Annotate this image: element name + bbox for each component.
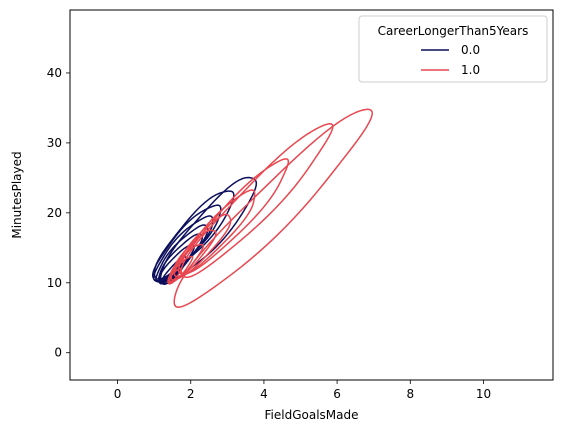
y-tick-label: 30 [47, 136, 62, 150]
contour-series-1-level-5 [173, 189, 256, 278]
y-tick-label: 10 [47, 276, 62, 290]
x-tick-label: 4 [260, 387, 268, 401]
legend-label-series-1: 1.0 [461, 63, 480, 77]
y-axis: 0 10 20 30 40 [47, 66, 70, 360]
x-axis-label: FieldGoalsMade [265, 408, 359, 422]
contour-series-1-level-8 [173, 108, 373, 308]
contour-series-0-level-7 [153, 190, 235, 280]
contour-layer [151, 108, 373, 308]
x-tick-label: 8 [406, 387, 414, 401]
x-tick-label: 2 [187, 387, 195, 401]
x-tick-label: 6 [333, 387, 341, 401]
y-tick-label: 20 [47, 206, 62, 220]
legend: CareerLongerThan5Years 0.0 1.0 [358, 15, 548, 83]
x-axis: 0 2 4 6 8 10 [114, 380, 491, 401]
x-tick-label: 0 [114, 387, 122, 401]
y-axis-label: MinutesPlayed [10, 151, 24, 238]
y-tick-label: 0 [54, 346, 62, 360]
legend-box [358, 15, 548, 83]
x-tick-label: 10 [476, 387, 491, 401]
contour-series-0-level-6 [151, 204, 222, 282]
legend-label-series-0: 0.0 [461, 43, 480, 57]
legend-title: CareerLongerThan5Years [378, 24, 529, 38]
plot-frame [69, 9, 554, 381]
contour-series-0-level-8 [159, 176, 258, 285]
y-tick-label: 40 [47, 66, 62, 80]
